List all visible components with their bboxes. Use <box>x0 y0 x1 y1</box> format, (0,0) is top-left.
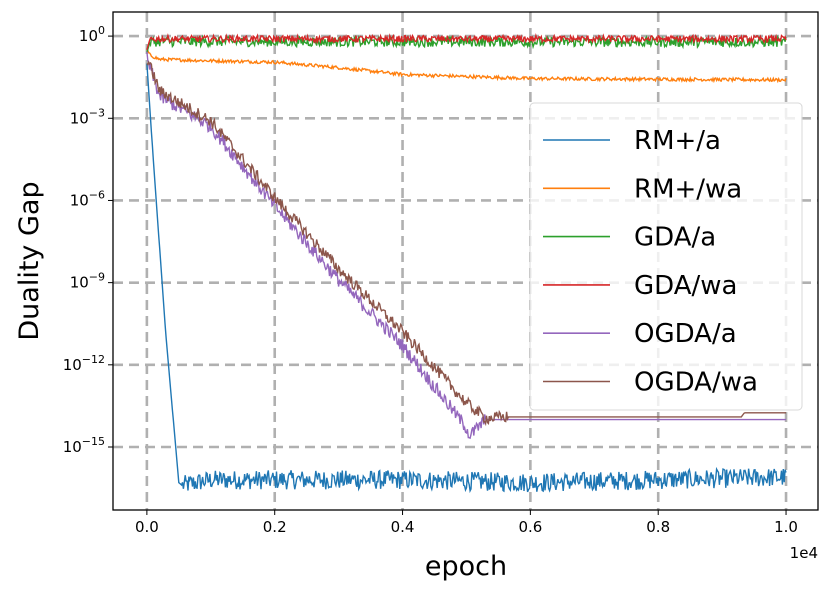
legend: RM+/a RM+/wa GDA/a GDA/wa OGDA/a OGDA/wa <box>529 102 803 411</box>
series-line-gda-wa <box>146 33 787 50</box>
y-tick-exponent: 0 <box>98 24 105 37</box>
x-offset-label: 1e4 <box>790 544 818 562</box>
series-line-gda-a <box>146 34 787 53</box>
y-tick-exponent: −15 <box>82 435 105 448</box>
y-tick-exponent: −3 <box>89 106 105 119</box>
x-tick-label: 0.0 <box>135 518 159 536</box>
x-axis-label: epoch <box>425 551 507 582</box>
series-line-ogda-a <box>146 51 786 440</box>
series-line-ogda-wa <box>146 60 786 427</box>
y-tick-label: 10−6 <box>70 188 105 209</box>
y-tick-exponent: −12 <box>82 353 105 366</box>
x-ticks: 0.0 0.2 0.4 0.6 0.8 1.0 <box>135 510 798 536</box>
series-line-rm-a <box>146 63 787 494</box>
legend-label: RM+/wa <box>634 174 742 204</box>
legend-label: OGDA/wa <box>634 368 758 398</box>
x-tick-label: 0.2 <box>263 518 287 536</box>
series-lines <box>146 33 787 494</box>
y-tick-base: 10 <box>70 274 89 292</box>
y-tick-label: 10−3 <box>70 106 105 127</box>
y-tick-base: 10 <box>79 27 98 45</box>
y-tick-label: 10−15 <box>63 435 105 456</box>
legend-label: OGDA/a <box>634 319 737 349</box>
y-tick-base: 10 <box>63 438 82 456</box>
legend-label: GDA/a <box>634 223 716 253</box>
y-tick-exponent: −9 <box>89 271 105 284</box>
y-tick-label: 10−9 <box>70 271 105 292</box>
x-tick-label: 0.6 <box>518 518 542 536</box>
x-tick-label: 1.0 <box>774 518 798 536</box>
legend-label: GDA/wa <box>634 271 737 301</box>
y-tick-label: 100 <box>79 24 105 45</box>
y-axis-label: Duality Gap <box>14 181 45 340</box>
y-tick-label: 10−12 <box>63 353 105 374</box>
x-tick-label: 0.4 <box>391 518 415 536</box>
y-tick-exponent: −6 <box>89 188 105 201</box>
series-line-rm-wa <box>146 49 787 84</box>
y-tick-base: 10 <box>70 191 89 209</box>
y-tick-base: 10 <box>63 356 82 374</box>
legend-label: RM+/a <box>634 126 721 156</box>
plot-frame <box>112 11 819 511</box>
x-tick-label: 0.8 <box>646 518 670 536</box>
y-tick-base: 10 <box>70 109 89 127</box>
